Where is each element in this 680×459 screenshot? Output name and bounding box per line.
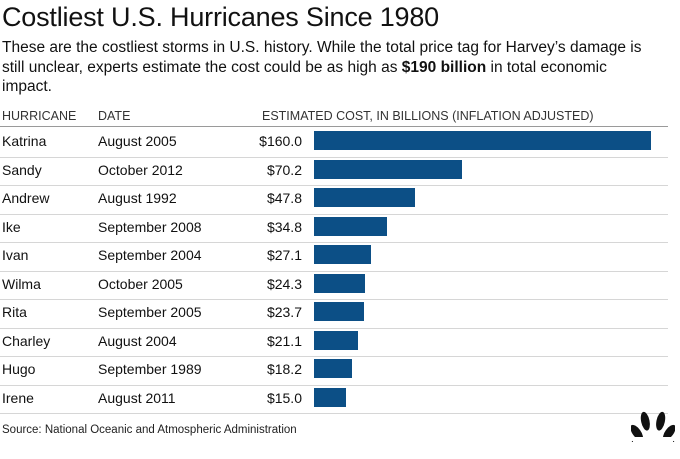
peacock-logo-icon bbox=[631, 411, 675, 442]
hurricane-date: September 2008 bbox=[98, 218, 202, 235]
cost-label: $24.3 bbox=[266, 275, 302, 292]
hurricane-name: Ike bbox=[2, 218, 21, 235]
hurricane-date: September 2005 bbox=[98, 304, 202, 320]
row-divider bbox=[0, 385, 668, 386]
cost-label: $34.8 bbox=[266, 218, 302, 235]
cost-label: $70.2 bbox=[266, 161, 302, 178]
hurricane-date: October 2012 bbox=[98, 161, 183, 178]
table-header: HURRICANE DATE ESTIMATED COST, IN BILLIO… bbox=[0, 109, 680, 127]
cost-bar bbox=[314, 359, 352, 378]
cost-label: $23.7 bbox=[266, 304, 302, 320]
source-note: Source: National Oceanic and Atmospheric… bbox=[2, 424, 297, 436]
header-divider bbox=[0, 126, 668, 127]
row-divider bbox=[0, 328, 668, 329]
cost-label: $160.0 bbox=[259, 133, 302, 149]
cost-label: $27.1 bbox=[266, 247, 302, 263]
hurricane-date: August 1992 bbox=[98, 190, 177, 206]
hurricane-name: Irene bbox=[2, 389, 34, 406]
cost-bar bbox=[314, 273, 365, 293]
row-divider bbox=[0, 271, 668, 272]
hurricane-name: Charley bbox=[2, 332, 51, 349]
column-header-cost: ESTIMATED COST, IN BILLIONS (INFLATION A… bbox=[262, 109, 594, 123]
hurricane-date: September 1989 bbox=[98, 361, 202, 377]
row-divider bbox=[0, 242, 668, 243]
cost-bar bbox=[314, 159, 462, 179]
chart-title: Costliest U.S. Hurricanes Since 1980 bbox=[2, 2, 439, 32]
cost-label: $47.8 bbox=[266, 190, 302, 206]
cost-bar bbox=[314, 188, 415, 207]
row-divider bbox=[0, 214, 668, 215]
subtitle-text: These are the costliest storms in U.S. h… bbox=[2, 39, 642, 76]
row-divider bbox=[0, 157, 668, 158]
cost-label: $15.0 bbox=[266, 389, 302, 406]
cost-bar bbox=[314, 131, 651, 150]
row-divider bbox=[0, 356, 668, 357]
hurricane-name: Andrew bbox=[2, 190, 50, 206]
hurricane-name: Katrina bbox=[2, 133, 47, 149]
hurricane-name: Hugo bbox=[2, 361, 36, 377]
hurricane-date: August 2005 bbox=[98, 133, 177, 149]
row-divider bbox=[0, 185, 668, 186]
cost-bar bbox=[314, 330, 358, 350]
hurricane-date: September 2004 bbox=[98, 247, 202, 263]
subtitle-text-end: in total economic impact. bbox=[2, 58, 607, 96]
hurricane-date: August 2004 bbox=[98, 332, 177, 349]
hurricane-name: Sandy bbox=[2, 161, 42, 178]
hurricane-name: Wilma bbox=[2, 275, 41, 292]
cost-label: $18.2 bbox=[266, 361, 302, 377]
hurricane-date: August 2011 bbox=[98, 389, 176, 406]
cost-bar bbox=[314, 245, 371, 264]
cost-bar bbox=[314, 302, 364, 321]
cost-bar bbox=[314, 216, 387, 236]
hurricane-date: October 2005 bbox=[98, 275, 183, 292]
column-header-date: DATE bbox=[98, 109, 131, 123]
cost-label: $21.1 bbox=[266, 332, 302, 349]
row-divider bbox=[0, 299, 668, 300]
hurricane-name: Ivan bbox=[2, 247, 29, 263]
hurricane-name: Rita bbox=[2, 304, 27, 320]
subtitle-highlight: $190 billion bbox=[401, 58, 487, 76]
chart-subtitle: These are the costliest storms in U.S. h… bbox=[2, 38, 642, 97]
row-divider bbox=[0, 413, 668, 414]
column-header-hurricane: HURRICANE bbox=[2, 109, 77, 123]
cost-bar bbox=[314, 387, 346, 407]
